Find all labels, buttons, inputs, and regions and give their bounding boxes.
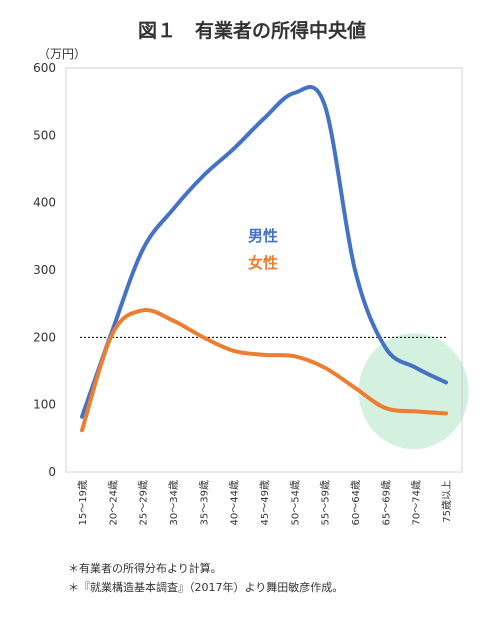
footnote-1: ＊有業者の所得分布より計算。 (68, 562, 222, 575)
y-tick-label: 0 (48, 465, 56, 479)
y-unit-label: （万円） (38, 47, 86, 61)
x-tick-label: 15～19歳 (77, 480, 89, 525)
x-tick-label: 70～74歳 (411, 480, 423, 525)
footnote-2: ＊『就業構造基本調査』（2017年）より舞田敏彦作成。 (68, 581, 344, 594)
series-line-female (80, 308, 448, 433)
y-tick-label: 100 (33, 398, 56, 412)
x-tick-label: 65～69歳 (380, 480, 392, 525)
x-tick-label: 20～24歳 (107, 480, 119, 525)
x-tick-label: 75歳以上 (441, 480, 453, 523)
y-tick-label: 600 (33, 61, 56, 75)
series-label-male: 男性 (248, 227, 278, 245)
series-line-male (80, 85, 448, 419)
y-tick-label: 500 (33, 128, 56, 142)
series-label-female: 女性 (248, 254, 278, 272)
x-tick-label: 45～49歳 (259, 480, 271, 525)
plot-area (65, 67, 463, 473)
y-tick-label: 300 (33, 263, 56, 277)
x-tick-label: 60～64歳 (350, 480, 362, 525)
x-tick-label: 55～59歳 (320, 480, 332, 525)
highlight-circle (358, 333, 469, 450)
x-tick-label: 50～54歳 (289, 480, 301, 525)
x-tick-label: 25～29歳 (138, 480, 150, 525)
chart-title: 図１ 有業者の所得中央値 (138, 19, 366, 42)
y-tick-label: 400 (33, 196, 56, 210)
x-tick-label: 30～34歳 (168, 480, 180, 525)
x-tick-label: 40～44歳 (229, 480, 241, 525)
x-tick-label: 35～39歳 (198, 480, 210, 525)
y-tick-label: 200 (33, 330, 56, 344)
